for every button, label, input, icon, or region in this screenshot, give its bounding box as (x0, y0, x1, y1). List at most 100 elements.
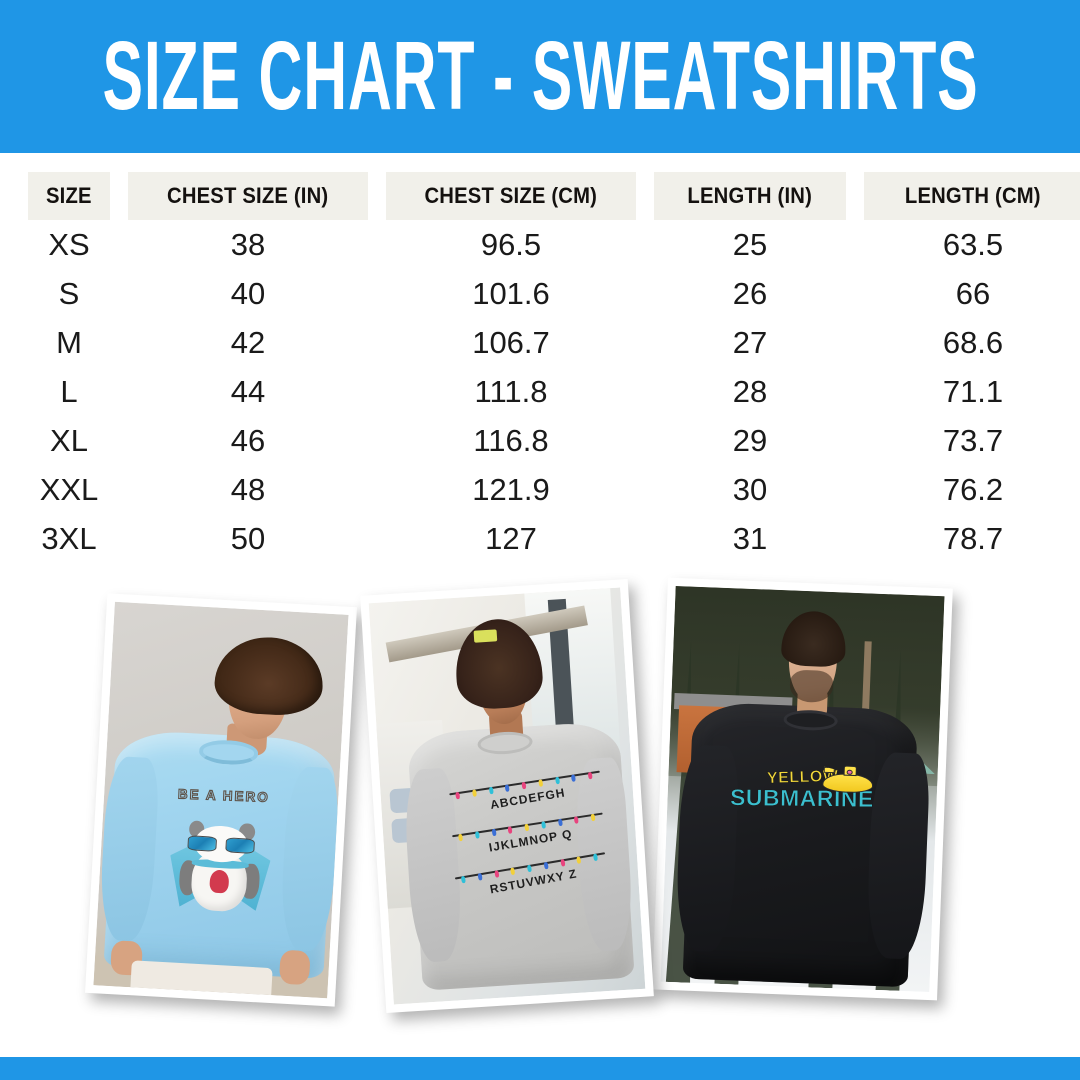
submarine-hull (821, 772, 874, 795)
string-light-bulb (543, 862, 549, 871)
cell-size: XXL (39, 471, 99, 507)
product-photo-yellow-submarine: YELLOW SUBMARINE (652, 577, 953, 1001)
cell-chest-in: 40 (230, 275, 266, 311)
string-light-bulb (524, 823, 530, 832)
column-header-length-in-label: LENGTH (IN) (687, 183, 813, 208)
size-chart-table: SIZE CHEST SIZE (IN) CHEST SIZE (CM) LEN… (0, 172, 1080, 563)
table-row: S 40 101.6 26 66 (0, 269, 1080, 318)
cell-length-in: 30 (732, 471, 768, 507)
cell-length-cm: 76.2 (942, 471, 1004, 507)
header-gap-3 (636, 172, 654, 220)
cell-length-cm: 63.5 (942, 226, 1004, 262)
cell-size: 3XL (41, 520, 97, 556)
cell-chest-cm: 111.8 (474, 373, 548, 409)
string-light-bulb (455, 792, 461, 800)
cell-length-in: 29 (732, 422, 768, 458)
submarine-fin (824, 766, 835, 773)
header-gap-4 (846, 172, 864, 220)
string-light-bulb (521, 782, 527, 790)
cell-chest-cm: 121.9 (472, 471, 550, 507)
cell-size: XL (50, 422, 88, 458)
string-light-bulb (458, 833, 464, 842)
string-light-bulb (491, 828, 497, 837)
row-left-padding (0, 172, 28, 220)
string-light-bulb (493, 871, 500, 879)
cell-size: XS (48, 226, 90, 262)
column-header-chest-cm: CHEST SIZE (CM) (386, 172, 636, 220)
cell-size: S (58, 275, 80, 311)
cell-length-cm: 66 (955, 275, 991, 311)
string-light-bulb (507, 826, 513, 834)
sweatshirt-print-yellow-submarine: YELLOW SUBMARINE (725, 765, 879, 859)
page-footer-bar (0, 1057, 1080, 1080)
cell-length-in: 28 (732, 373, 768, 409)
string-light-bulb (574, 816, 580, 824)
alphabet-row-2-text: IJKLMNOP Q (487, 826, 573, 855)
header-gap-2 (368, 172, 386, 220)
submarine-porthole (846, 769, 853, 775)
alphabet-row-1-text: ABCDEFGH (488, 785, 566, 812)
string-light-bulb (587, 772, 593, 780)
cell-size: L (60, 373, 78, 409)
cell-chest-in: 48 (230, 471, 266, 507)
cell-chest-cm: 116.8 (473, 422, 549, 458)
cell-chest-in: 38 (230, 226, 266, 262)
cell-chest-in: 46 (230, 422, 266, 458)
string-light-bulb (590, 813, 596, 822)
table-row: L 44 111.8 28 71.1 (0, 367, 1080, 416)
cell-chest-in: 50 (230, 520, 266, 556)
string-light-bulb (471, 789, 477, 798)
cell-chest-in: 42 (230, 324, 266, 360)
cell-chest-in: 44 (230, 373, 266, 409)
sweatshirt-print-alphabet-lights: ABCDEFGH IJKLMNOP Q RSTUVWXY Z (449, 770, 606, 903)
string-light-bulb (538, 779, 544, 788)
column-header-length-cm-label: LENGTH (CM) (905, 183, 1041, 208)
column-header-chest-in-label: CHEST SIZE (IN) (167, 183, 329, 208)
page-header-banner: SIZE CHART - SWEATSHIRTS (0, 0, 1080, 153)
cell-length-in: 27 (732, 324, 768, 360)
string-light-bulb (576, 857, 582, 865)
table-row: XXL 48 121.9 30 76.2 (0, 465, 1080, 514)
cell-length-in: 31 (732, 520, 768, 556)
cell-size: M (56, 324, 82, 360)
string-light-bulb (477, 873, 483, 882)
model-hand-right (278, 949, 311, 986)
string-light-bulb (593, 854, 599, 862)
header-gap-1 (110, 172, 128, 220)
column-header-chest-cm-label: CHEST SIZE (CM) (424, 183, 598, 208)
table-row: M 42 106.7 27 68.6 (0, 318, 1080, 367)
table-row: XL 46 116.8 29 73.7 (0, 416, 1080, 465)
hair-clip (473, 629, 498, 643)
sunglasses-lens-left (187, 835, 218, 852)
cell-chest-cm: 96.5 (480, 226, 542, 262)
string-light-bulb (474, 831, 480, 839)
panda-chest-emblem (208, 869, 230, 894)
table-row: 3XL 50 127 31 78.7 (0, 514, 1080, 563)
cell-length-in: 25 (732, 226, 768, 262)
column-header-length-in: LENGTH (IN) (654, 172, 846, 220)
photo-1-content: BE A HERO (93, 601, 349, 999)
cell-chest-cm: 106.7 (472, 324, 550, 360)
string-light-bulb (510, 868, 516, 876)
product-photo-collage: BE A HERO (0, 565, 1080, 1060)
table-row: XS 38 96.5 25 63.5 (0, 220, 1080, 269)
sunglasses-lens-right (224, 837, 256, 854)
photo-2-content: ABCDEFGH IJKLMNOP Q RSTUVWXY Z (368, 587, 646, 1005)
string-light-bulb (527, 865, 533, 873)
string-light-bulb (488, 787, 494, 795)
cell-chest-cm: 101.6 (472, 275, 550, 311)
page-title: SIZE CHART - SWEATSHIRTS (102, 21, 979, 131)
product-photo-be-a-hero: BE A HERO (85, 593, 357, 1007)
string-light-bulb (557, 818, 563, 827)
cell-length-cm: 78.7 (942, 520, 1004, 556)
panda-superhero-icon (174, 817, 266, 918)
cell-chest-cm: 127 (485, 520, 537, 556)
submarine-icon (821, 756, 875, 798)
column-header-length-cm: LENGTH (CM) (864, 172, 1080, 220)
print-text-be-a-hero: BE A HERO (177, 786, 271, 806)
column-header-size: SIZE (28, 172, 110, 220)
column-header-size-label: SIZE (46, 183, 92, 208)
string-light-bulb (540, 821, 546, 829)
string-light-bulb (505, 784, 511, 793)
string-light-bulb (571, 774, 577, 783)
